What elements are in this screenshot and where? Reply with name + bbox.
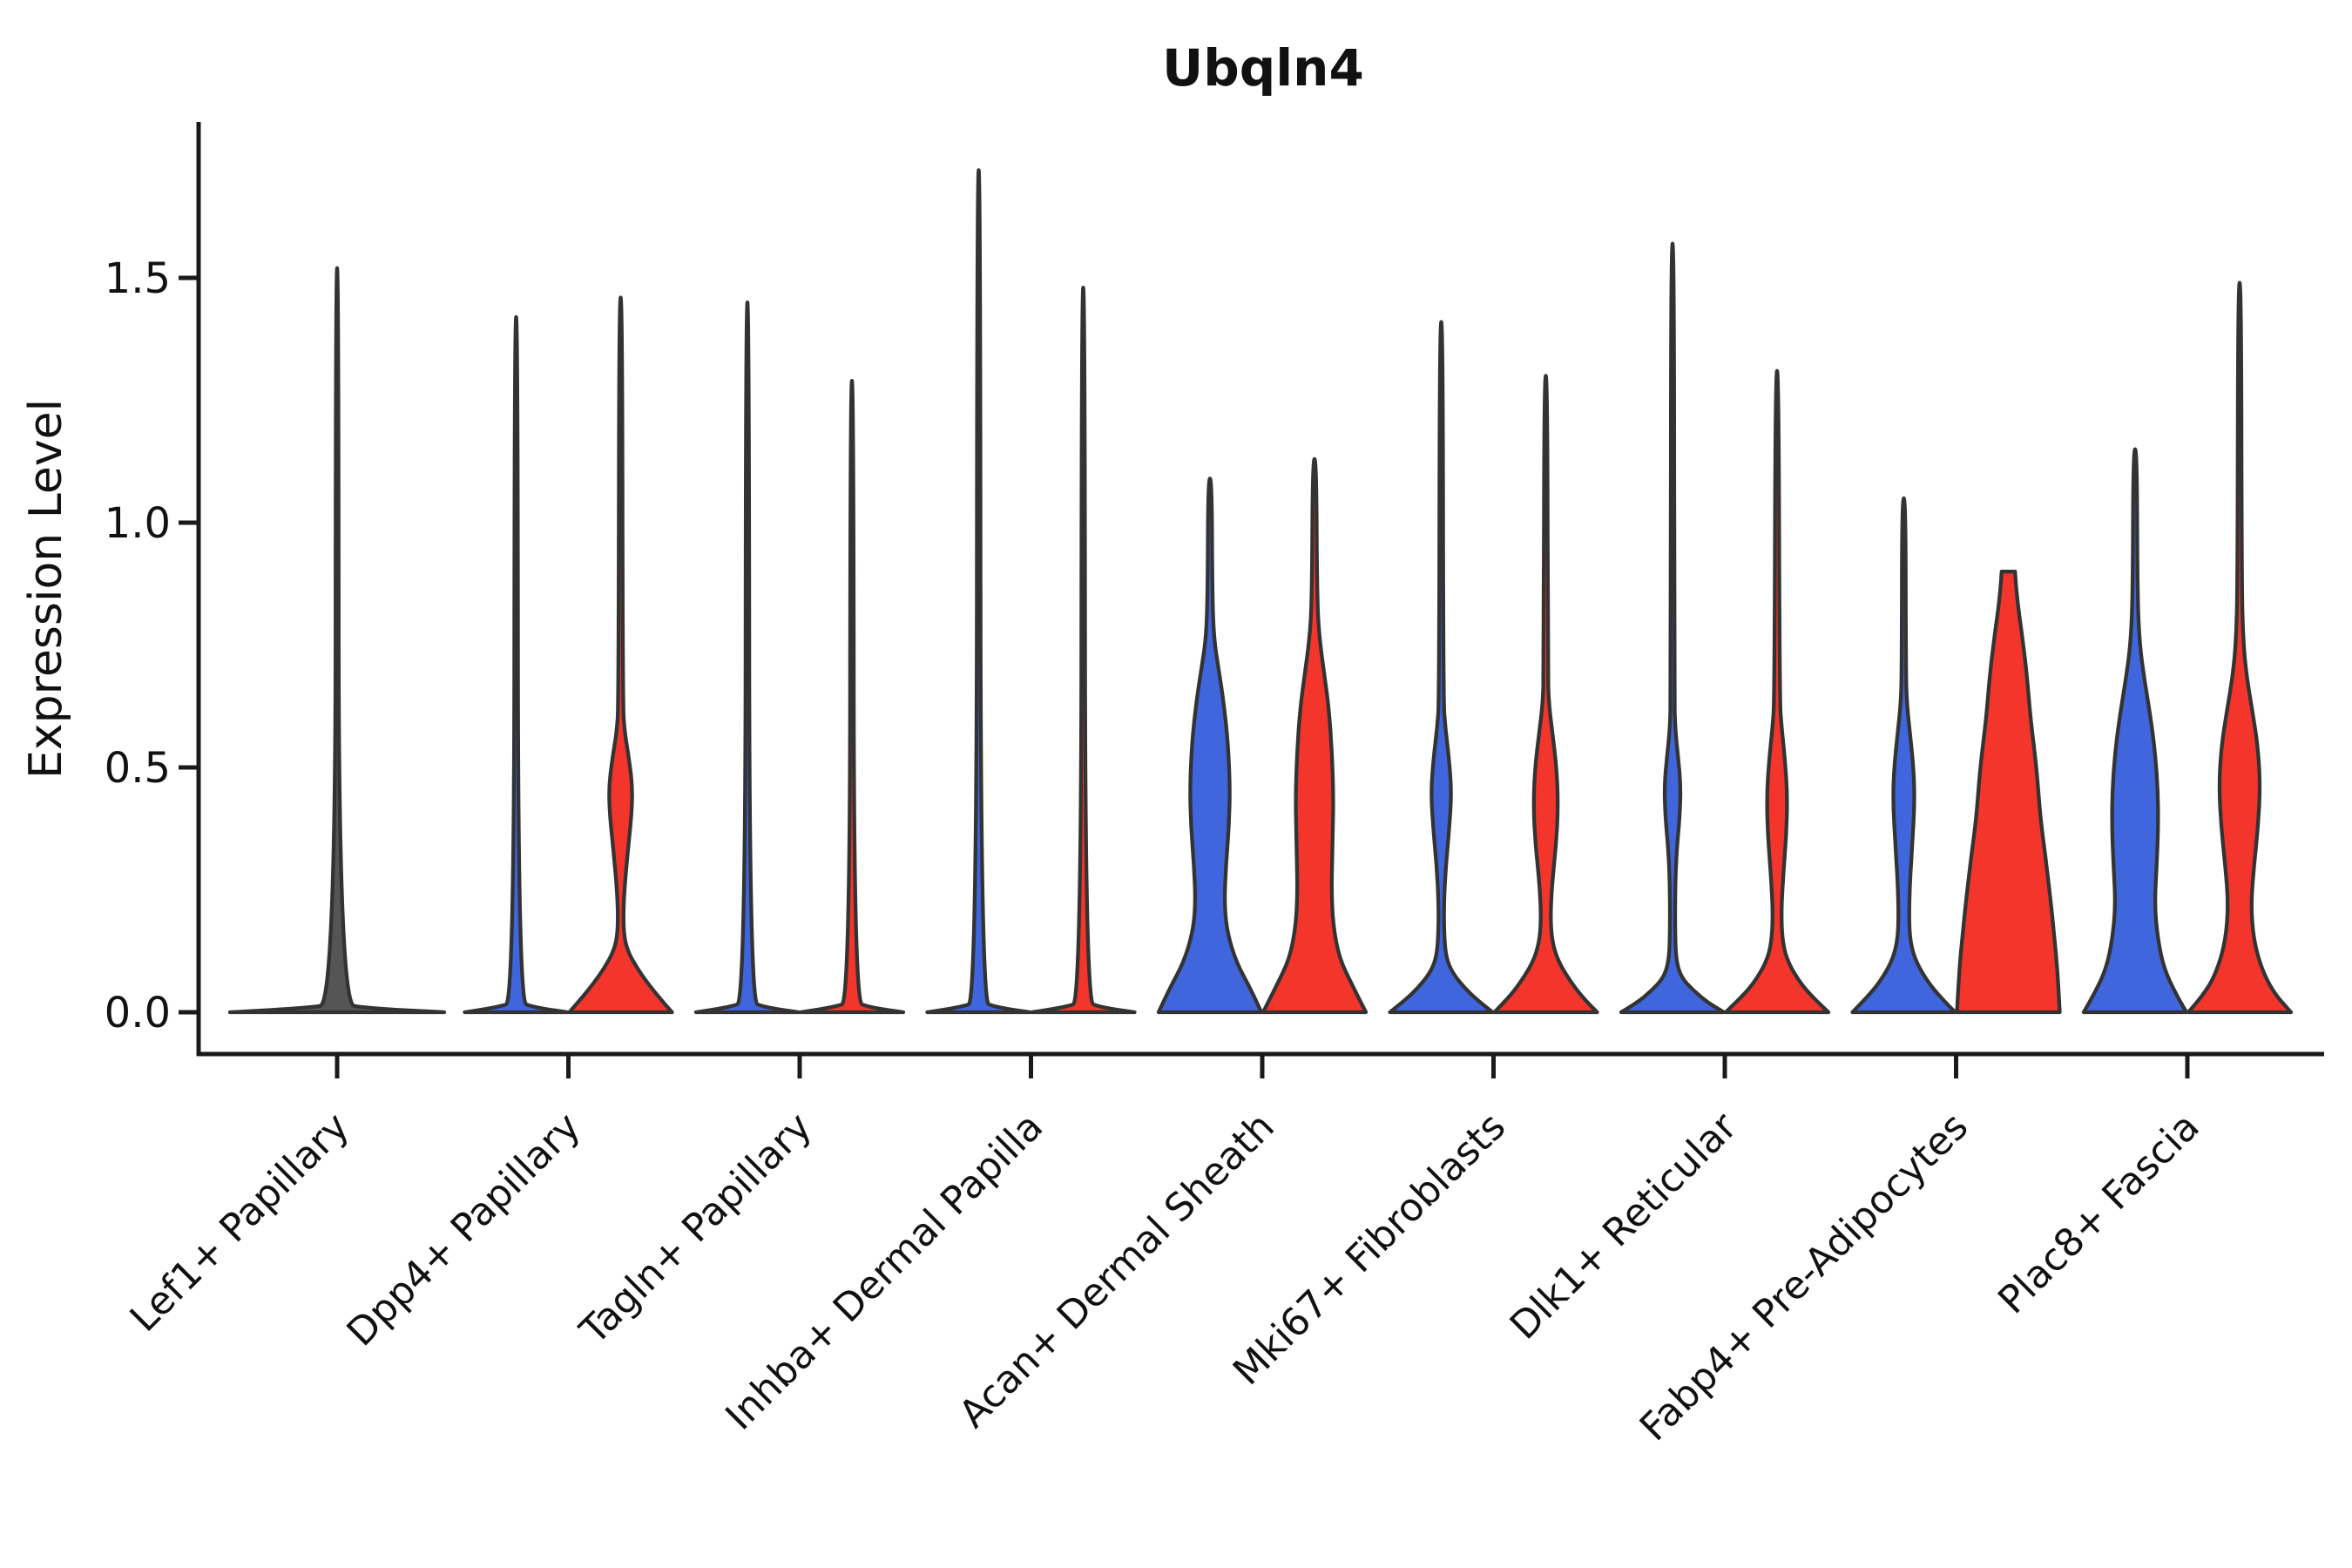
y-axis-ticks: 0.0 0.5 1.0 1.5 xyxy=(105,254,199,1037)
violin-fabp4-pre-adipocytes-blue xyxy=(1850,496,1957,1015)
violin-plac8-fascia-blue xyxy=(2081,447,2189,1015)
x-tick-label-dlk1-reticular: Dlk1+ Reticular xyxy=(1502,1104,1747,1348)
chart-title: Ubqln4 xyxy=(1162,38,1364,98)
violin-acan-dermal-sheath-blue xyxy=(1156,476,1264,1015)
y-tick-label: 0.0 xyxy=(105,989,171,1037)
violin-dlk1-reticular-blue xyxy=(1619,241,1727,1015)
violin-acan-dermal-sheath-red xyxy=(1260,456,1369,1015)
y-tick-label: 0.5 xyxy=(105,744,171,793)
violin-inhba-dermal-papilla-blue xyxy=(925,168,1032,1015)
x-tick-label-lef1-papillary: Lef1+ Papillary xyxy=(122,1105,358,1341)
violin-mki67-fibroblasts-red xyxy=(1492,374,1599,1015)
y-axis-label: Expression Level xyxy=(20,399,72,779)
violin-dpp4-papillary-blue xyxy=(463,314,570,1015)
x-tick-label-plac8-fascia: Plac8+ Fascia xyxy=(1990,1105,2208,1323)
violin-lef1-papillary-single xyxy=(227,266,447,1015)
violin-tagln-papillary-blue xyxy=(693,300,801,1015)
violin-inhba-dermal-papilla-red xyxy=(1030,286,1137,1015)
violin-bodies xyxy=(227,168,2294,1015)
violin-tagln-papillary-red xyxy=(798,378,906,1015)
x-tick-label-tagln-papillary: Tagln+ Papillary xyxy=(571,1105,821,1354)
violin-dlk1-reticular-red xyxy=(1723,368,1831,1015)
violin-plac8-fascia-red xyxy=(2186,280,2294,1015)
violin-fabp4-pre-adipocytes-red xyxy=(1955,570,2062,1015)
y-tick-label: 1.5 xyxy=(105,254,171,303)
violin-mki67-fibroblasts-blue xyxy=(1388,320,1495,1015)
x-tick-label-dpp4-papillary: Dpp4+ Papillary xyxy=(339,1105,590,1355)
y-tick-label: 1.0 xyxy=(105,499,171,548)
violin-dpp4-papillary-red xyxy=(567,295,674,1015)
